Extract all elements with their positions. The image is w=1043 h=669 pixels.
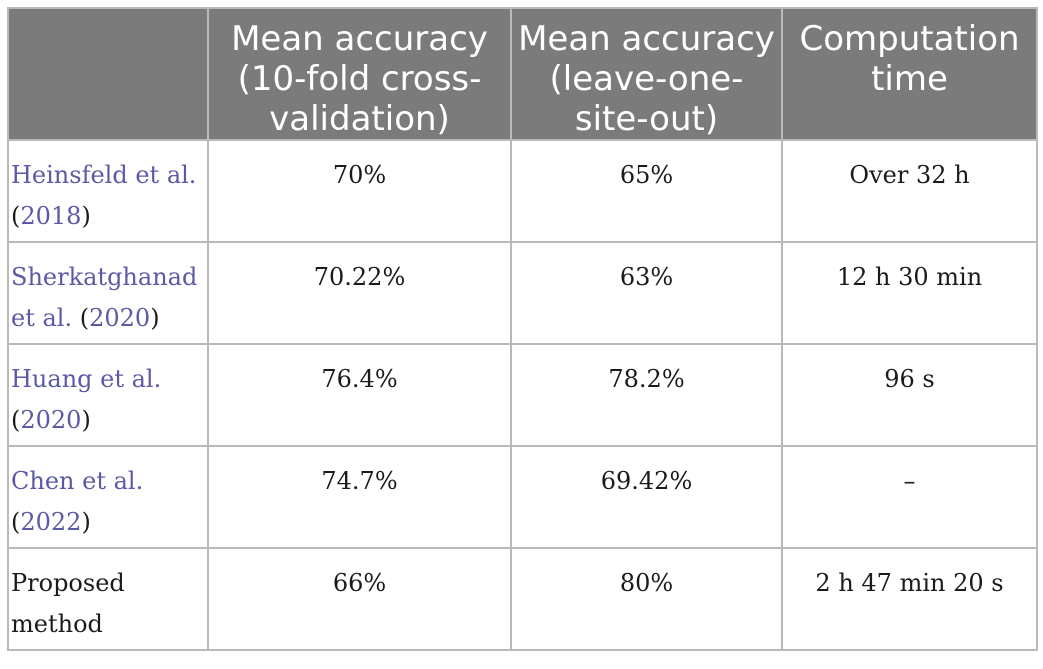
header-acc-loso: Mean accuracy (leave-one-site-out) xyxy=(510,7,783,141)
citation-link-year[interactable]: 2020 xyxy=(20,406,82,434)
acc-loso-cell: 65% xyxy=(510,139,783,243)
method-cell: Sherkatghanad et al. (2020) xyxy=(7,241,209,345)
header-row: Mean accuracy (10-fold cross-validation)… xyxy=(7,7,1038,141)
citation-link-authors[interactable]: Huang et al. xyxy=(11,365,162,393)
time-cell: Over 32 h xyxy=(781,139,1038,243)
citation-link-authors[interactable]: Heinsfeld et al. xyxy=(11,161,197,189)
citation-link-year[interactable]: 2020 xyxy=(89,304,151,332)
acc-loso-cell: 80% xyxy=(510,547,783,651)
table-row: Proposed method 66% 80% 2 h 47 min 20 s xyxy=(7,547,1038,651)
header-computation-time: Computation time xyxy=(781,7,1038,141)
header-acc-10fold: Mean accuracy (10-fold cross-validation) xyxy=(207,7,512,141)
citation-link-authors[interactable]: Chen et al. xyxy=(11,467,144,495)
table-row: Heinsfeld et al. (2018) 70% 65% Over 32 h xyxy=(7,139,1038,243)
time-cell: 2 h 47 min 20 s xyxy=(781,547,1038,651)
method-cell: Proposed method xyxy=(7,547,209,651)
method-label-line1: Proposed xyxy=(11,569,125,597)
citation-link-year[interactable]: 2022 xyxy=(20,508,82,536)
method-label-line2: method xyxy=(11,610,103,638)
comparison-table: Mean accuracy (10-fold cross-validation)… xyxy=(7,7,1038,651)
acc-10fold-cell: 70.22% xyxy=(207,241,512,345)
table-row: Huang et al. (2020) 76.4% 78.2% 96 s xyxy=(7,343,1038,447)
acc-loso-cell: 63% xyxy=(510,241,783,345)
table-row: Sherkatghanad et al. (2020) 70.22% 63% 12… xyxy=(7,241,1038,345)
acc-loso-cell: 78.2% xyxy=(510,343,783,447)
acc-loso-cell: 69.42% xyxy=(510,445,783,549)
acc-10fold-cell: 76.4% xyxy=(207,343,512,447)
time-cell: – xyxy=(781,445,1038,549)
time-cell: 12 h 30 min xyxy=(781,241,1038,345)
method-cell: Heinsfeld et al. (2018) xyxy=(7,139,209,243)
time-cell: 96 s xyxy=(781,343,1038,447)
citation-link-authors[interactable]: Sherkatghanad xyxy=(11,263,198,291)
method-cell: Chen et al. (2022) xyxy=(7,445,209,549)
citation-link-authors-cont[interactable]: et al. xyxy=(11,304,73,332)
method-cell: Huang et al. (2020) xyxy=(7,343,209,447)
table-row: Chen et al. (2022) 74.7% 69.42% – xyxy=(7,445,1038,549)
citation-link-year[interactable]: 2018 xyxy=(20,202,82,230)
acc-10fold-cell: 66% xyxy=(207,547,512,651)
acc-10fold-cell: 74.7% xyxy=(207,445,512,549)
acc-10fold-cell: 70% xyxy=(207,139,512,243)
header-empty-cell xyxy=(7,7,209,141)
